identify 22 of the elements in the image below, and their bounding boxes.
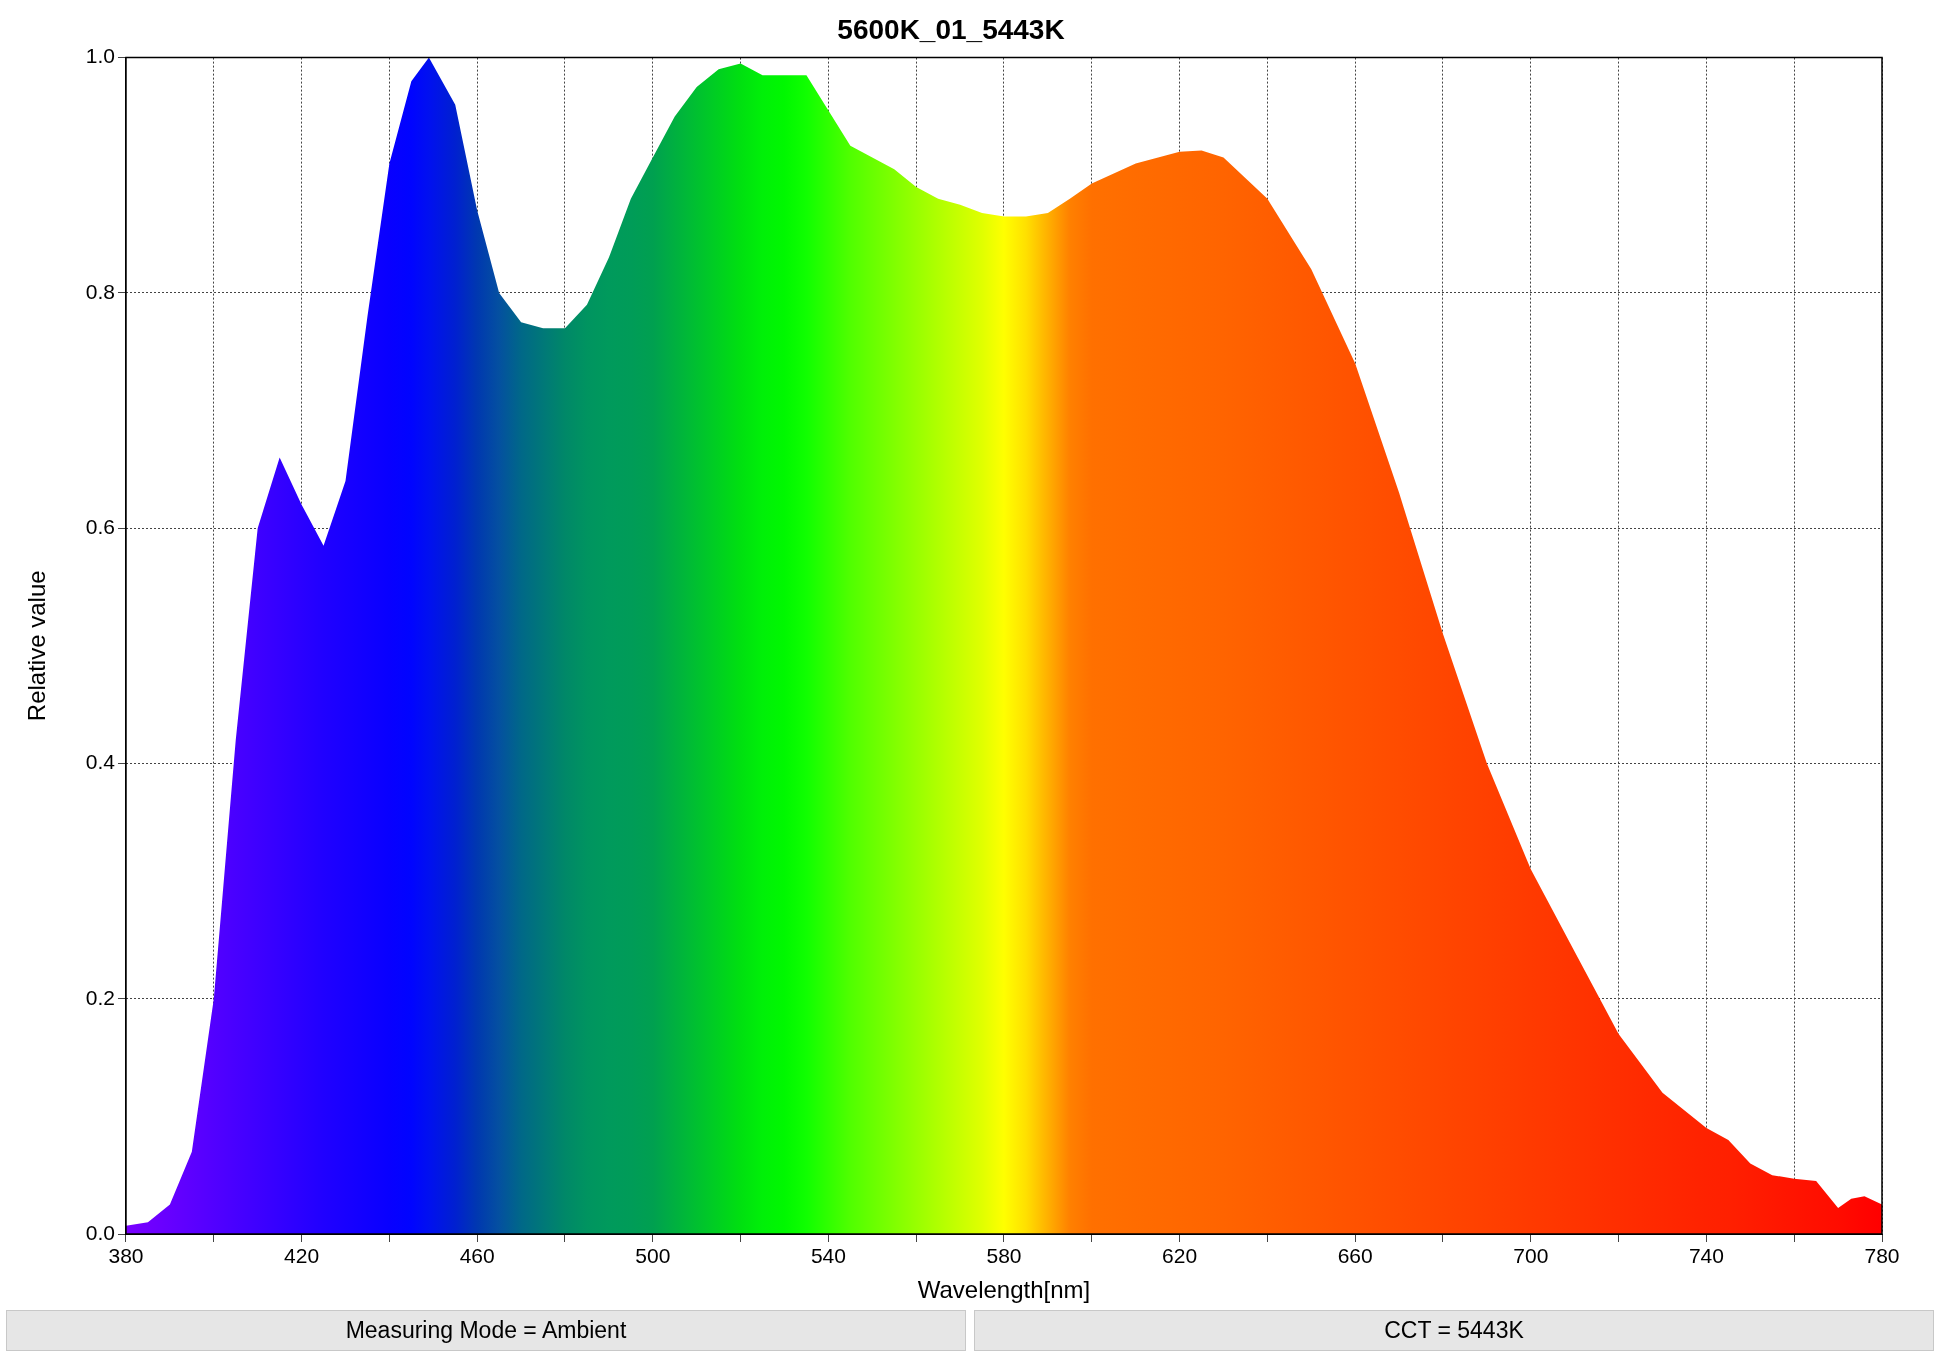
chart-title: 5600K_01_5443K: [837, 13, 1065, 45]
y-tick-label: 0.2: [85, 985, 115, 1009]
x-tick-label: 500: [635, 1244, 671, 1268]
y-axis-title: Relative value: [23, 570, 51, 722]
y-tick-label: 1.0: [85, 44, 115, 68]
x-tick-label: 620: [1162, 1244, 1198, 1268]
text: CCT = 5443K: [974, 1310, 1934, 1351]
x-axis-title: Wavelength[nm]: [917, 1276, 1091, 1304]
x-tick-label: 460: [459, 1244, 495, 1268]
x-tick-label: 580: [986, 1244, 1022, 1268]
y-tick-label: 0.0: [85, 1220, 115, 1244]
y-tick-label: 0.8: [85, 279, 115, 303]
y-tick-label: 0.4: [85, 750, 116, 774]
text: Measuring Mode = Ambient: [6, 1310, 966, 1351]
x-tick-label: 420: [284, 1244, 320, 1268]
x-tick-label: 700: [1513, 1244, 1549, 1268]
x-tick-label: 740: [1688, 1244, 1724, 1268]
y-tick-label: 0.6: [85, 514, 115, 538]
x-tick-label: 540: [810, 1244, 846, 1268]
x-tick-label: 780: [1864, 1244, 1900, 1268]
x-tick-label: 660: [1337, 1244, 1373, 1268]
x-tick-label: 380: [108, 1244, 144, 1268]
